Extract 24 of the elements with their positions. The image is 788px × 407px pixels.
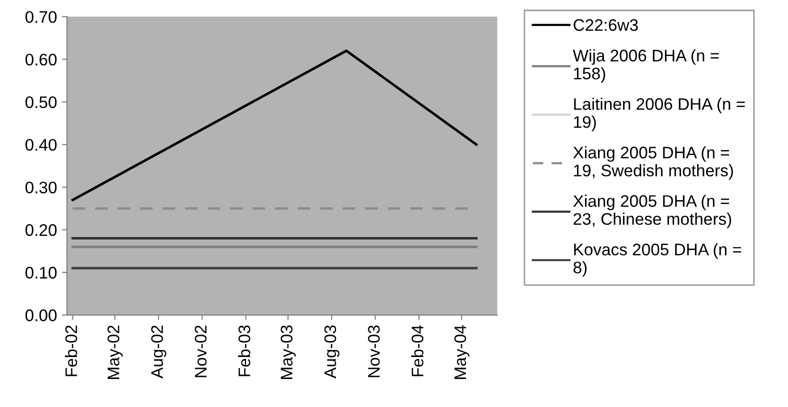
x-tick-label: Nov-02 [194,326,207,378]
legend-label: Xiang 2005 DHA (n = 19, Swedish mothers) [573,146,733,180]
x-tick-label: Feb-03 [238,325,250,376]
legend-label: Kovacs 2005 DHA (n = 8) [574,243,742,277]
x-tick-label: Feb-04 [411,325,424,376]
legend-label: C22:6w3 [574,19,638,31]
legend-label: Laitinen 2006 DHA (n = 19) [574,98,745,132]
y-tick-label: 0.40 [25,138,57,151]
x-tick-label: May-04 [454,325,470,379]
legend-label: Wija 2006 DHA (n = 158) [572,49,719,83]
x-tick-label: Aug-03 [324,325,340,378]
y-tick-label: 0.10 [25,266,57,279]
x-tick-label: Aug-02 [151,326,166,378]
x-tick-label: May-02 [108,326,123,379]
y-tick-label: 0.60 [25,54,57,66]
y-tick-label: 0.20 [25,224,57,236]
x-tick-label: May-03 [280,325,296,379]
x-tick-label: Feb-02 [64,326,78,376]
y-tick-label: 0.70 [25,11,57,23]
x-tick-label: Nov-03 [368,325,380,378]
y-tick-label: 0.30 [25,182,57,194]
legend-label: Xiang 2005 DHA (n = 23, Chinese mothers) [573,194,732,228]
y-tick-label: 0.00 [25,309,57,322]
y-tick-label: 0.50 [25,96,57,108]
